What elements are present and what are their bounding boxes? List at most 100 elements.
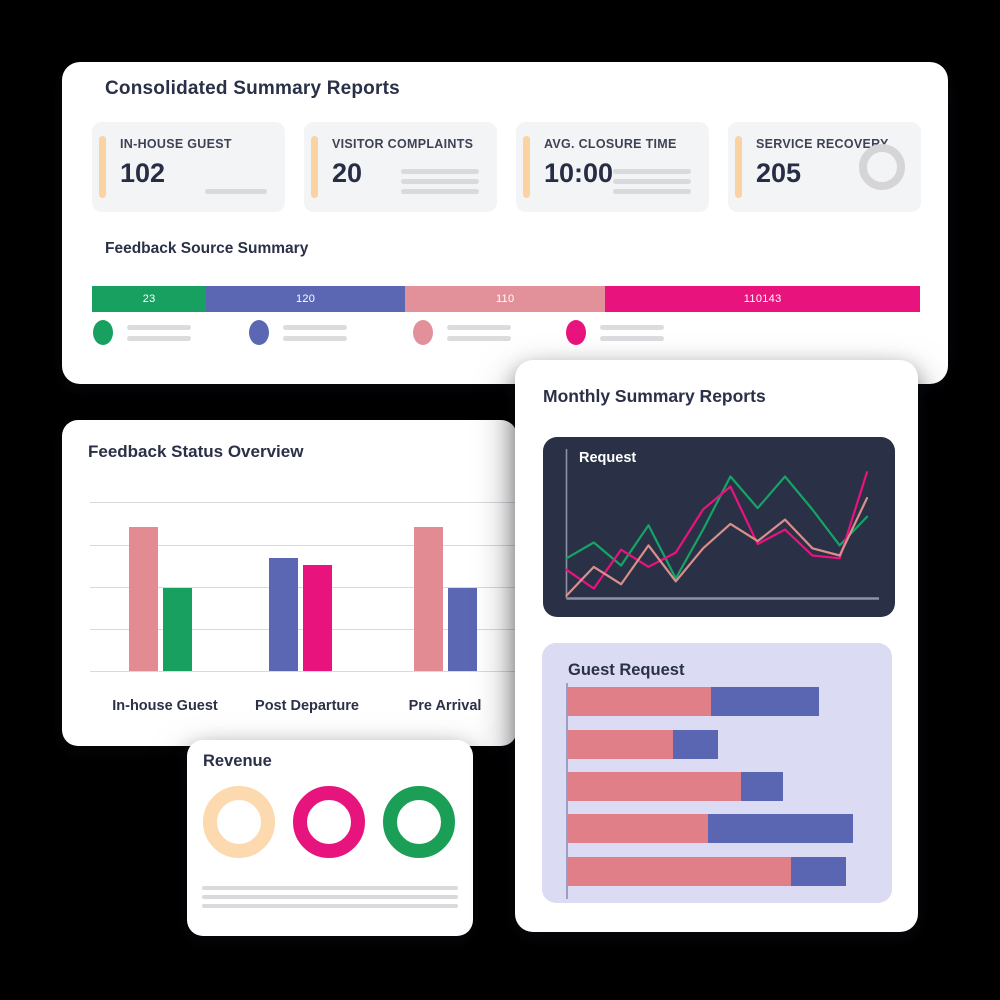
feedback-status-card: Feedback Status Overview In-house Guest P…	[62, 420, 517, 746]
guest-bar-blue	[791, 857, 846, 886]
placeholder-line	[205, 189, 267, 194]
placeholder-lines	[205, 189, 267, 194]
placeholder-line	[600, 324, 664, 330]
feedback-source-stacked-bar: 23 120 110 110143	[92, 286, 920, 312]
guest-bar-salmon	[567, 857, 791, 886]
guest-bar-blue	[711, 687, 819, 716]
guest-request-row	[567, 687, 819, 716]
status-bar-in-house-guest	[163, 588, 192, 671]
legend-dot	[566, 320, 586, 345]
stat-card-visitor-complaints[interactable]: VISITOR COMPLAINTS 20	[304, 122, 497, 212]
stat-label: IN-HOUSE GUEST	[120, 137, 232, 151]
guest-request-title: Guest Request	[568, 661, 685, 679]
placeholder-line	[283, 324, 347, 330]
guest-request-panel: Guest Request	[542, 643, 892, 903]
revenue-donut	[293, 786, 365, 858]
guest-request-row	[567, 857, 846, 886]
stats-row: IN-HOUSE GUEST 102 VISITOR COMPLAINTS 20 AVG…	[92, 122, 921, 212]
guest-request-axis	[566, 683, 568, 899]
legend-item	[413, 320, 511, 345]
stat-value: 205	[756, 158, 802, 188]
feedback-status-title: Feedback Status Overview	[88, 442, 304, 461]
legend-dot	[249, 320, 269, 345]
request-title: Request	[579, 450, 637, 466]
status-bar-pre-arrival	[414, 527, 443, 671]
placeholder-line	[600, 335, 664, 341]
legend-item	[93, 320, 191, 345]
feedback-source-title: Feedback Source Summary	[105, 240, 309, 257]
stat-accent-bar	[523, 136, 530, 198]
placeholder-lines	[613, 169, 691, 194]
legend-placeholder-lines	[600, 324, 664, 341]
stat-accent-bar	[99, 136, 106, 198]
category-label: Post Departure	[255, 698, 359, 714]
status-bar-post-departure	[269, 558, 298, 671]
legend-placeholder-lines	[127, 324, 191, 341]
guest-bar-salmon	[567, 687, 711, 716]
gridline	[90, 545, 517, 546]
placeholder-line	[447, 324, 511, 330]
consolidated-title: Consolidated Summary Reports	[105, 78, 400, 99]
stat-card-in-house-guest[interactable]: IN-HOUSE GUEST 102	[92, 122, 285, 212]
monthly-summary-card: Monthly Summary Reports Request Guest Re…	[515, 360, 918, 932]
placeholder-line	[202, 895, 458, 899]
stat-value: 10:00	[544, 158, 614, 188]
stacked-bar-segment: 110	[404, 286, 606, 312]
line-series-salmon	[565, 496, 869, 597]
request-line-chart	[565, 449, 879, 600]
legend-placeholder-lines	[447, 324, 511, 341]
placeholder-line	[401, 189, 479, 194]
category-label: Pre Arrival	[408, 698, 482, 714]
guest-request-row	[567, 730, 718, 759]
placeholder-line	[401, 169, 479, 174]
placeholder-line	[447, 335, 511, 341]
consolidated-summary-card: Consolidated Summary Reports IN-HOUSE GU…	[62, 62, 948, 384]
stat-label: VISITOR COMPLAINTS	[332, 137, 474, 151]
placeholder-ring	[859, 144, 905, 190]
guest-bar-blue	[708, 814, 853, 843]
placeholder-line	[613, 169, 691, 174]
stacked-bar-segment: 23	[92, 286, 207, 312]
status-bar-post-departure	[303, 565, 332, 671]
guest-bar-salmon	[567, 772, 741, 801]
guest-bar-blue	[673, 730, 718, 759]
revenue-card: Revenue	[187, 740, 473, 936]
stat-accent-bar	[311, 136, 318, 198]
guest-bar-salmon	[567, 814, 708, 843]
placeholder-line	[283, 335, 347, 341]
placeholder-lines	[401, 169, 479, 194]
placeholder-line	[202, 904, 458, 908]
stat-label: AVG. CLOSURE TIME	[544, 137, 677, 151]
placeholder-line	[401, 179, 479, 184]
revenue-title: Revenue	[203, 752, 272, 770]
legend-item	[249, 320, 347, 345]
status-bar-pre-arrival	[448, 588, 477, 671]
revenue-placeholder-lines	[202, 886, 458, 908]
placeholder-line	[127, 335, 191, 341]
gridline	[90, 502, 517, 503]
revenue-donut	[203, 786, 275, 858]
request-line-panel: Request	[543, 437, 895, 617]
stat-accent-bar	[735, 136, 742, 198]
gridline	[90, 671, 517, 672]
monthly-title: Monthly Summary Reports	[543, 386, 766, 406]
guest-bar-blue	[741, 772, 783, 801]
guest-request-row	[567, 772, 783, 801]
placeholder-line	[613, 179, 691, 184]
legend-dot	[93, 320, 113, 345]
stat-card-service-recovery[interactable]: SERVICE RECOVERY 205	[728, 122, 921, 212]
stat-value: 20	[332, 158, 363, 188]
placeholder-line	[127, 324, 191, 330]
feedback-source-legend	[92, 320, 792, 350]
status-bar-in-house-guest	[129, 527, 158, 671]
revenue-donuts	[203, 786, 455, 858]
line-series-green	[565, 475, 869, 580]
legend-placeholder-lines	[283, 324, 347, 341]
stat-value: 102	[120, 158, 166, 188]
line-series-magenta	[565, 471, 869, 590]
stat-card-avg-closure-time[interactable]: AVG. CLOSURE TIME 10:00	[516, 122, 709, 212]
placeholder-line	[202, 886, 458, 890]
stat-label: SERVICE RECOVERY	[756, 137, 889, 151]
category-label: In-house Guest	[112, 698, 218, 714]
stacked-bar-segment: 120	[206, 286, 405, 312]
